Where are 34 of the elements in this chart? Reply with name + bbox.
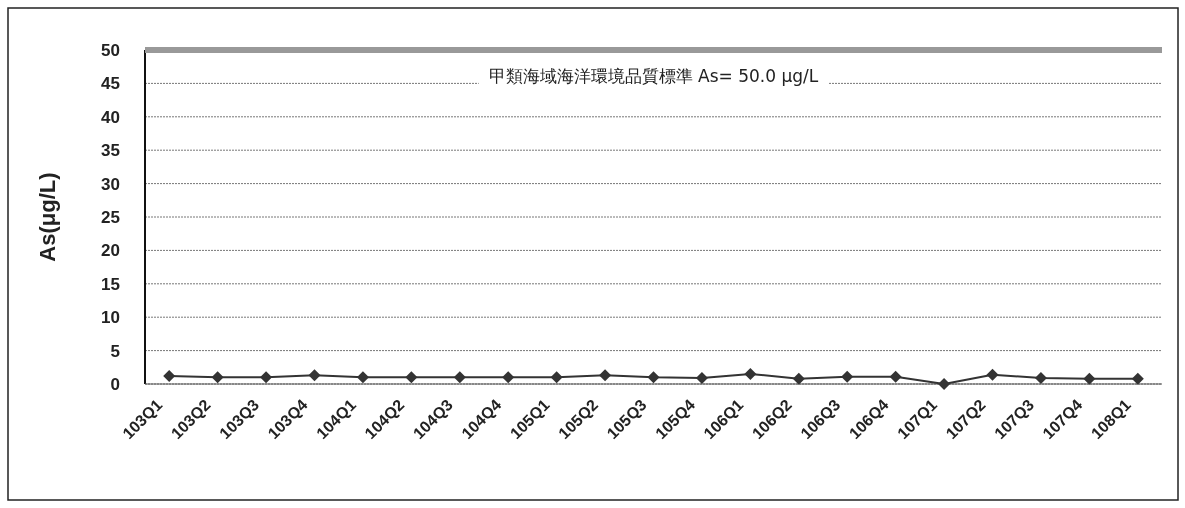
point — [211, 371, 224, 384]
y-tick-label: 5 — [110, 341, 120, 361]
point — [453, 371, 466, 384]
point — [502, 371, 515, 384]
point — [792, 372, 805, 385]
y-tick-label: 25 — [101, 208, 120, 227]
point — [1131, 372, 1144, 385]
point — [647, 371, 660, 384]
point — [889, 370, 902, 383]
y-tick-label: 45 — [101, 74, 120, 94]
y-tick-label: 10 — [101, 308, 120, 328]
point — [356, 371, 369, 384]
point — [260, 371, 273, 384]
point — [938, 378, 951, 390]
y-tick-label: 35 — [101, 141, 120, 161]
y-tick-label: 40 — [101, 107, 120, 127]
point — [986, 368, 999, 381]
point — [695, 371, 708, 384]
y-tick-label: 0 — [110, 375, 120, 394]
point — [744, 367, 757, 380]
point — [1034, 371, 1047, 384]
point — [599, 369, 612, 382]
point — [163, 369, 176, 382]
y-tick-label: 30 — [101, 174, 120, 194]
point — [308, 369, 321, 382]
y-tick-label: 20 — [101, 241, 120, 261]
point — [550, 371, 563, 384]
y-tick-label: 15 — [101, 274, 120, 294]
point — [841, 370, 854, 383]
point — [405, 371, 418, 384]
y-tick-label: 50 — [101, 41, 120, 60]
y-axis-title: As(μg/L) — [35, 172, 60, 262]
ref-line-label: 甲類海域海洋環境品質標準 As= 50.0 μg/L — [488, 65, 819, 86]
point — [1083, 372, 1096, 385]
